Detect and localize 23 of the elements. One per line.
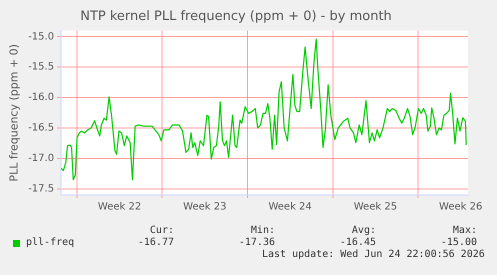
legend-label: pll-freq: [26, 237, 74, 248]
y-tick-label: -16.5: [28, 122, 54, 134]
text: Max:: [452, 225, 477, 236]
text: Last update: Wed Jun 24 22:00:56 2026: [262, 249, 485, 260]
y-tick-label: -16.0: [28, 92, 54, 104]
text: -15.00: [440, 237, 477, 248]
y-tick-label: -17.5: [28, 184, 54, 195]
y-axis-title: PLL frequency (ppm + 0): [7, 44, 20, 182]
y-tick-label: -17.0: [28, 153, 54, 164]
y-tick-label: -15.5: [28, 62, 54, 73]
x-tick-label: Week 26: [439, 202, 482, 213]
text: Min:: [250, 225, 275, 236]
x-tick-label: Week 25: [354, 202, 398, 213]
y-tick-label: -15.0: [28, 31, 54, 42]
text: -17.36: [238, 237, 275, 248]
x-tick-label: Week 24: [268, 202, 312, 213]
text: Cur:: [148, 225, 174, 236]
text: -16.77: [136, 237, 174, 248]
text: -16.45: [338, 237, 376, 248]
text: Avg:: [350, 225, 376, 236]
x-tick-label: Week 23: [183, 202, 226, 213]
x-tick-label: Week 22: [98, 202, 142, 213]
chart-title: NTP kernel PLL frequency (ppm + 0) - by month: [80, 9, 392, 24]
